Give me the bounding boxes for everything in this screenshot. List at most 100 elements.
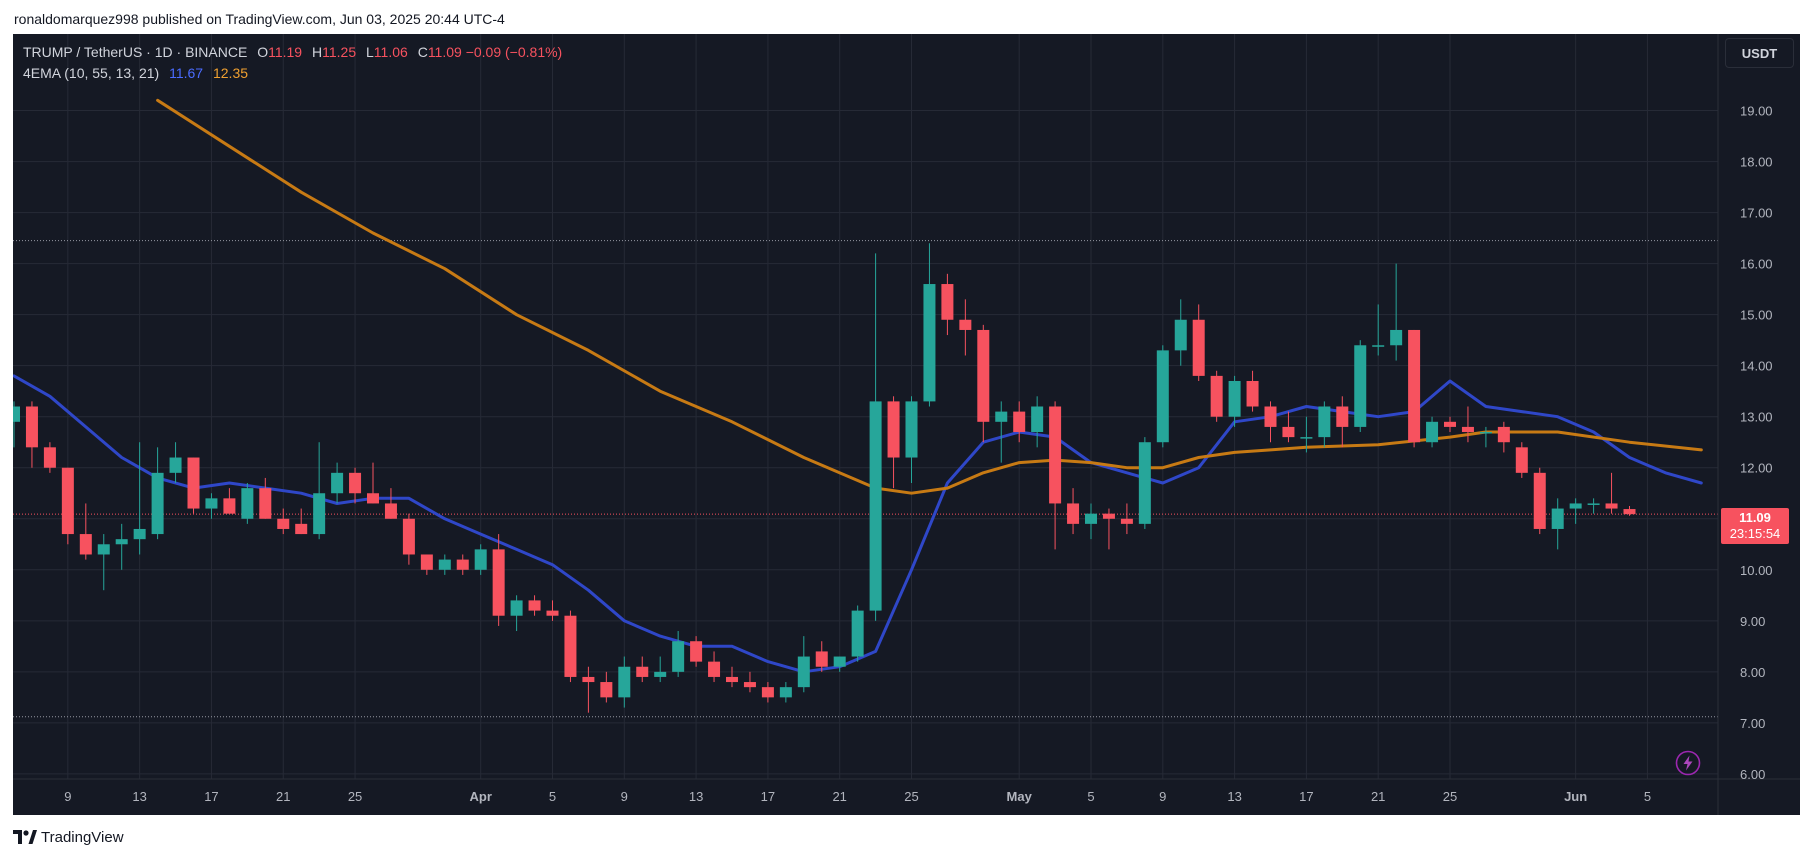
price-tick-label: 19.00 [1740,104,1773,119]
candle-body [1336,406,1349,427]
candle [546,600,559,621]
candle-body [43,447,56,468]
candle-body [1479,432,1492,434]
ema-slow-line [156,98,1703,495]
chart-frame[interactable]: 6.007.008.009.0010.0011.0012.0013.0014.0… [13,34,1800,815]
candle [349,467,362,504]
candle [295,508,308,535]
symbol-label: TRUMP / TetherUS · 1D · BINANCE [23,44,248,60]
tradingview-logo[interactable]: TradingView [13,827,124,847]
candle-body [1426,421,1439,443]
time-tick-label: Apr [470,789,492,804]
time-tick-label: 5 [1644,789,1651,804]
candle [241,483,254,524]
candle [600,671,613,703]
price-tick-label: 9.00 [1740,614,1765,629]
price-tick-label: 13.00 [1740,410,1773,425]
candle [1497,421,1510,453]
candle-body [528,600,541,611]
candle [151,447,164,540]
indicator-legend[interactable]: 4EMA (10, 55, 13, 21) 11.67 12.35 [23,65,248,81]
candle-body [277,518,290,529]
close-label: C [417,44,428,60]
high-value: 11.25 [322,44,357,60]
candle-body [133,528,146,540]
candle [43,442,56,473]
candle [815,641,828,672]
candle [1120,503,1133,535]
candle-body [1085,513,1097,524]
price-tick-label: 6.00 [1740,767,1765,782]
candle [1246,370,1259,412]
lightning-icon[interactable] [1675,750,1701,776]
candle-body [995,411,1008,422]
time-tick-label: 17 [204,789,218,804]
candle [977,324,990,443]
time-tick-label: 25 [348,789,362,804]
time-tick-label: 13 [1227,789,1241,804]
candlestick-chart[interactable]: 6.007.008.009.0010.0011.0012.0013.0014.0… [13,34,1800,815]
candle [1605,472,1618,514]
time-tick-label: 13 [132,789,146,804]
candle-body [79,534,92,555]
candle [1336,396,1349,448]
candle-body [1587,503,1600,505]
candle [474,544,487,575]
candle [743,671,756,693]
time-tick-label: 9 [621,789,628,804]
high-label: H [311,44,323,60]
candle-body [1102,513,1115,519]
candle-body [456,559,469,570]
candle-body [1174,319,1187,351]
candle-body [959,319,972,330]
time-tick-label: 5 [1087,789,1094,804]
candle-body [797,656,810,688]
candle [492,534,505,626]
candle [456,554,469,575]
candle-body [1138,442,1151,524]
candle [1444,416,1456,433]
candle [420,554,433,575]
candle-body [295,523,308,535]
candle [1192,304,1205,381]
candle [690,636,703,667]
candle-body [223,498,236,514]
candle-body [654,671,667,677]
candle [1300,416,1313,453]
candle [995,401,1008,463]
candle-body [205,498,218,509]
candle-body [13,406,20,422]
candle-body [923,284,936,402]
candle [833,656,846,672]
candle-body [1497,426,1510,443]
published-by-line: ronaldomarquez998 published on TradingVi… [14,11,505,27]
candle [1354,340,1367,433]
candle [1587,498,1600,514]
price-tick-label: 14.00 [1740,359,1773,374]
symbol-legend[interactable]: TRUMP / TetherUS · 1D · BINANCE O11.19 H… [23,44,562,60]
candle [1408,329,1421,448]
candle [959,299,972,356]
candle [1228,375,1241,427]
candle [1031,396,1044,448]
currency-button[interactable]: USDT [1725,38,1794,68]
candle-body [1210,375,1223,417]
candle-body [815,651,828,667]
price-tick-label: 10.00 [1740,563,1773,578]
time-tick-label: 9 [1159,789,1166,804]
candle [654,656,667,683]
candle-body [384,503,397,519]
time-tick-label: 9 [64,789,71,804]
horizontal-levels [13,240,1718,718]
candle-body [402,518,415,555]
candle-body [420,554,433,570]
candle-body [510,600,523,616]
price-tick-label: 18.00 [1740,155,1773,170]
candle [1085,503,1097,540]
candle-body [438,559,451,570]
candle [672,631,685,677]
candle [636,656,649,683]
candle [25,401,38,468]
candle-body [887,401,900,458]
